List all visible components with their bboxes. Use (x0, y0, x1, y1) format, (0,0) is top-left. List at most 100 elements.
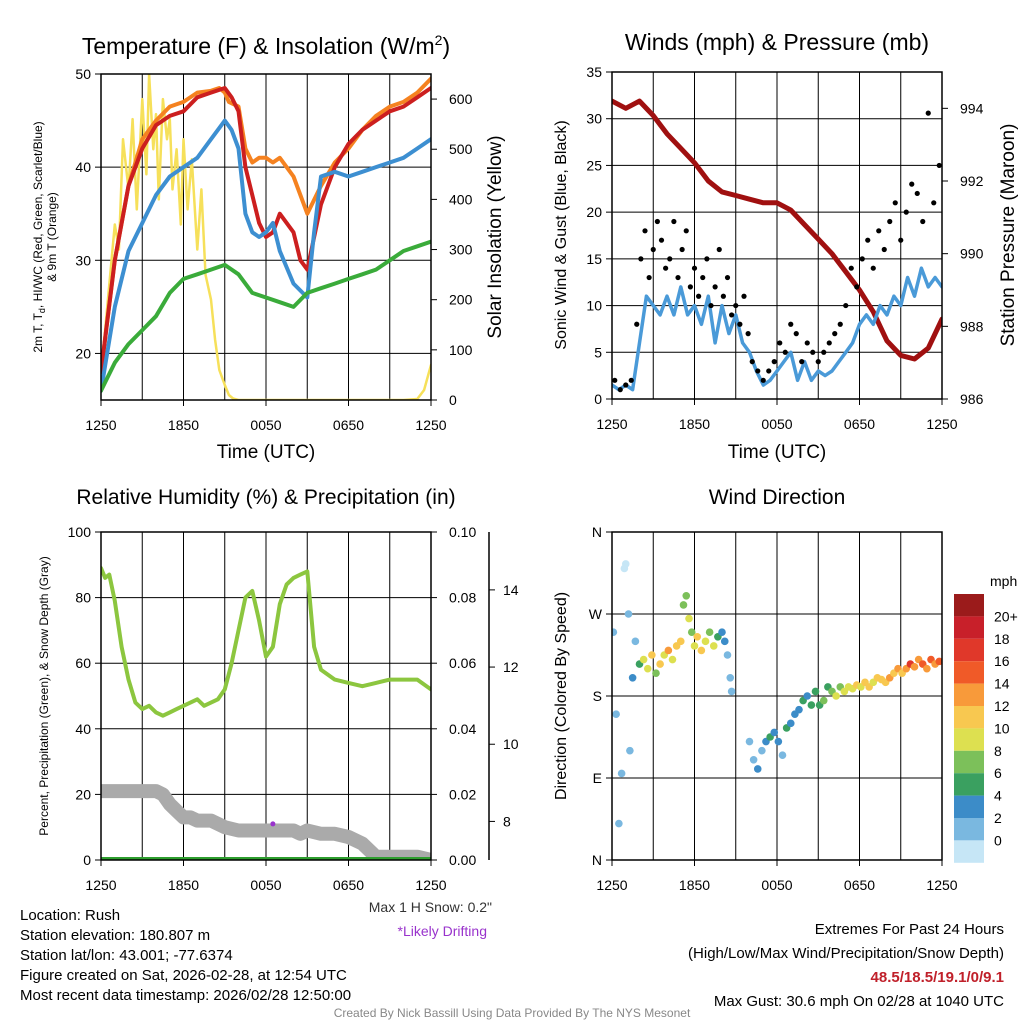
gust-point (712, 284, 718, 290)
direction-point (656, 660, 664, 668)
temperature-series (101, 74, 431, 400)
winds-xlabel: Time (UTC) (728, 442, 827, 463)
wind-direction-points (612, 560, 942, 828)
gust-point (936, 162, 942, 169)
winds-title: Winds (mph) & Pressure (mb) (625, 29, 929, 55)
y-tick-label: 30 (586, 111, 602, 127)
direction-point (795, 705, 803, 714)
y2-tick-label: 992 (960, 173, 984, 189)
gust-point (634, 321, 640, 327)
gust-point (914, 190, 920, 197)
direction-point (723, 651, 732, 659)
gust-point (679, 246, 685, 253)
legend-swatch (954, 594, 984, 617)
direction-point (615, 819, 623, 828)
x-tick-label: 1850 (679, 877, 710, 893)
gust-point (898, 237, 904, 243)
x-tick-label: 0650 (844, 877, 875, 893)
legend-label: 14 (994, 676, 1010, 692)
y-tick-label: 80 (75, 590, 91, 606)
gust-point (724, 274, 731, 281)
gust-point (782, 349, 788, 355)
sonic-wind-line (612, 266, 942, 392)
direction-point (753, 765, 762, 773)
humidity-panel: Relative Humidity (%) & Precipitation (i… (37, 486, 519, 939)
temperature-xlabel: Time (UTC) (217, 442, 316, 463)
humidity-ylabel-left: Percent, Precipitation (Green), & Snow D… (37, 556, 51, 835)
y-tick-label: S (593, 688, 602, 704)
gust-point (675, 274, 681, 281)
y-tick-label: N (592, 524, 602, 540)
temperature-ylabel-left-2: & 9m T (Orange) (45, 192, 59, 282)
gust-point (623, 382, 629, 388)
y-tick-label: 15 (586, 251, 602, 267)
gust-point (716, 246, 722, 253)
gust-point (687, 284, 693, 290)
y-tick-label: 25 (586, 157, 602, 173)
gust-point (848, 265, 854, 271)
legend-label: 2 (994, 810, 1002, 826)
y2-tick-label: 0.08 (449, 590, 476, 606)
direction-point (726, 673, 735, 682)
speed-legend: mph 20+ 18 16 14 12 10 8 6 4 2 0 (954, 573, 1018, 863)
gust-point (925, 110, 931, 116)
gust-point (887, 218, 893, 225)
gust-point (931, 200, 937, 206)
gust-point (642, 228, 648, 234)
humidity-series (101, 566, 431, 860)
gust-point (691, 265, 698, 271)
temperature-title: Temperature (F) & Insolation (W/m2) (82, 32, 450, 59)
extremes-subtitle: (High/Low/Max Wind/Precipitation/Snow De… (688, 945, 1004, 962)
direction-point (697, 646, 706, 655)
legend-label: 0 (994, 832, 1002, 848)
drift-note: *Likely Drifting (398, 923, 487, 939)
y2-tick-label: 988 (960, 318, 984, 334)
x-tick-label: 1250 (596, 877, 627, 893)
y2-tick-label: 990 (960, 246, 984, 262)
y-tick-label: 0 (83, 852, 91, 868)
x-tick-label: 1250 (415, 417, 446, 433)
y3-tick-label: 12 (503, 659, 519, 675)
direction-point (701, 637, 710, 646)
gust-point (920, 218, 926, 225)
direction-point (621, 560, 630, 568)
gust-point (826, 340, 832, 346)
gust-point (832, 331, 838, 337)
gust-point (909, 181, 915, 187)
legend-label: 10 (994, 720, 1010, 736)
gust-point (612, 377, 618, 383)
2m-t-line (101, 86, 431, 375)
gust-point (741, 293, 747, 299)
gust-point (766, 368, 772, 374)
direction-point (682, 591, 691, 600)
gust-point (760, 377, 766, 383)
gust-point (771, 359, 777, 365)
wind-direction-grid (612, 531, 942, 861)
x-tick-label: 1250 (926, 877, 957, 893)
gust-point (810, 349, 816, 355)
direction-point (758, 746, 766, 755)
y2-tick-label: 0.02 (449, 786, 476, 802)
direction-point (832, 692, 840, 700)
wind-direction-ylabel: Direction (Colored By Speed) (553, 592, 570, 800)
gust-point (700, 274, 706, 281)
x-tick-label: 0650 (333, 417, 364, 433)
gust-point (837, 321, 843, 327)
y2-tick-label: 986 (960, 391, 984, 407)
gust-point (638, 256, 644, 262)
direction-point (639, 655, 648, 664)
y2-tick-label: 0.00 (449, 852, 476, 868)
station-latlon: Station lat/lon: 43.001; -77.6374 (20, 947, 233, 964)
direction-point (685, 614, 693, 623)
y-tick-label: 10 (586, 298, 602, 314)
direction-point (617, 769, 626, 778)
direction-point (612, 710, 620, 719)
gust-point (658, 237, 665, 243)
y2-tick-label: 400 (449, 191, 473, 207)
extremes-block: Extremes For Past 24 Hours (High/Low/Max… (688, 918, 1004, 1014)
y-tick-label: W (589, 606, 603, 622)
direction-point (935, 657, 942, 666)
direction-point (803, 692, 812, 700)
y-tick-label: 0 (594, 391, 602, 407)
direction-point (624, 610, 633, 618)
